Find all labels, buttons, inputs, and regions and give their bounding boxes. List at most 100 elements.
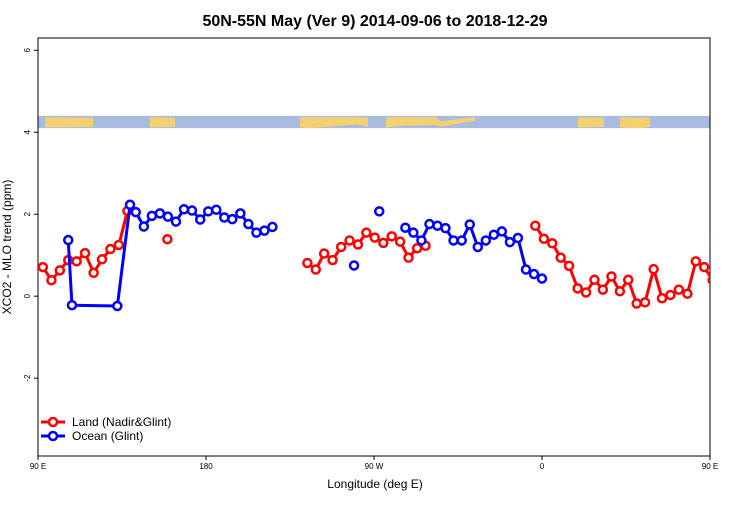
data-point [538, 233, 550, 245]
data-point [386, 231, 397, 242]
data-point [394, 236, 406, 247]
data-point [440, 222, 451, 234]
data-point [555, 252, 566, 263]
data-point [403, 252, 414, 263]
data-point [424, 218, 435, 230]
data-point [408, 227, 419, 238]
data-point [631, 298, 642, 309]
data-point [480, 235, 492, 246]
y-tick-label: 2 [23, 211, 32, 216]
data-point [690, 256, 702, 267]
data-point [79, 247, 91, 259]
data-point [530, 220, 541, 231]
data-point [310, 264, 322, 275]
data-point [563, 260, 575, 272]
series-layer [38, 199, 722, 312]
legend-item: Land (Nadir&Glint) [41, 415, 171, 429]
series-ocean [62, 199, 722, 312]
x-tick-label: 0 [540, 462, 545, 471]
data-point [416, 235, 427, 246]
data-point [194, 214, 206, 225]
x-axis-label: Longitude (deg E) [327, 477, 422, 491]
legend-item: Ocean (Glint) [41, 429, 143, 443]
data-point [38, 261, 49, 273]
data-point [639, 297, 651, 308]
map-land [620, 117, 650, 129]
legend-label: Ocean (Glint) [72, 429, 143, 443]
legend-marker [47, 416, 59, 428]
map-land [386, 117, 475, 128]
data-point [400, 222, 411, 233]
data-point [707, 275, 710, 285]
legend-label: Land (Nadir&Glint) [72, 415, 171, 429]
data-point [178, 204, 190, 215]
data-point [361, 227, 372, 238]
data-point [496, 226, 508, 237]
map-land [300, 117, 368, 129]
data-point [46, 274, 57, 286]
data-point [673, 284, 685, 295]
data-point [66, 299, 78, 311]
data-point [709, 237, 710, 243]
data-point [464, 219, 476, 230]
data-point [170, 216, 182, 227]
data-point [243, 218, 254, 230]
data-point [130, 206, 142, 218]
y-tick-label: -2 [23, 374, 32, 382]
plot-frame [37, 37, 711, 457]
data-point [251, 227, 262, 238]
data-point [318, 248, 330, 259]
data-point [682, 288, 693, 299]
data-point [572, 283, 583, 294]
y-axis: -2 0 2 4 6 [23, 48, 38, 382]
data-point [211, 204, 222, 215]
data-point [504, 236, 516, 248]
data-point [352, 239, 364, 250]
data-point [714, 301, 722, 309]
legend: Land (Nadir&Glint)Ocean (Glint) [41, 415, 171, 443]
data-point [456, 235, 467, 246]
x-axis: 90 E 180 90 W 0 90 E [30, 456, 718, 471]
data-point [302, 257, 313, 269]
data-point [267, 221, 278, 233]
data-point [378, 237, 389, 249]
data-point [512, 232, 524, 244]
data-point [62, 234, 74, 246]
x-tick-label: 90 W [365, 462, 384, 471]
data-point [580, 287, 592, 298]
data-point [113, 239, 125, 251]
data-point [622, 274, 634, 286]
map-land [45, 117, 93, 128]
map-ocean [38, 115, 710, 129]
data-point [219, 212, 230, 223]
map-land [578, 117, 604, 128]
data-point [369, 232, 380, 243]
data-point [528, 268, 540, 280]
data-point [112, 300, 123, 312]
map-land [150, 117, 175, 128]
data-point [344, 235, 355, 246]
y-tick-label: 4 [23, 129, 32, 134]
y-axis-label: XCO2 - MLO trend (ppm) [0, 180, 14, 315]
data-point [54, 265, 66, 276]
data-point [162, 233, 173, 245]
data-point [373, 206, 385, 217]
data-point [227, 213, 238, 225]
data-point [547, 238, 558, 249]
data-point [597, 284, 609, 295]
y-tick-label: 6 [23, 48, 32, 53]
data-point [335, 241, 347, 253]
data-point [162, 211, 174, 222]
series-line [715, 240, 719, 305]
data-point [448, 235, 459, 246]
x-tick-label: 90 E [30, 462, 46, 471]
data-point [71, 256, 82, 267]
data-point [589, 274, 600, 286]
data-point [124, 199, 136, 211]
data-point [96, 254, 108, 265]
x-tick-label: 90 E [702, 462, 718, 471]
data-point [202, 206, 214, 217]
series-line [534, 224, 710, 306]
data-point [665, 289, 676, 301]
